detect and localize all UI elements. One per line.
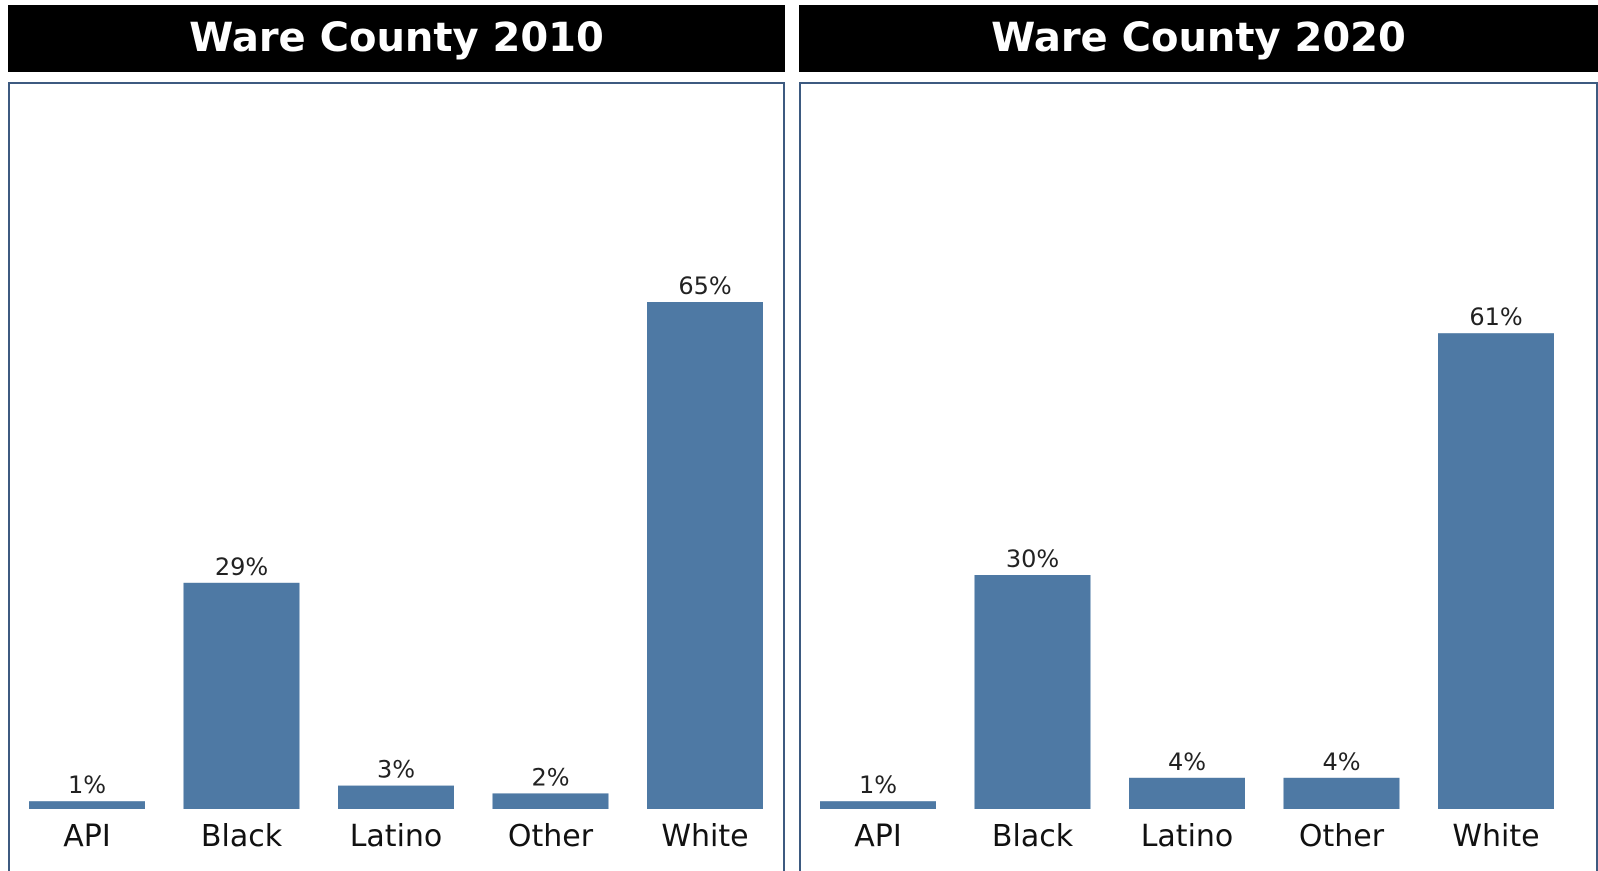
data-label-api: 1% bbox=[68, 771, 106, 799]
data-label-white: 61% bbox=[1469, 303, 1522, 331]
data-label-black: 30% bbox=[1006, 545, 1059, 573]
category-label-api: API bbox=[63, 819, 110, 854]
category-label-black: Black bbox=[992, 819, 1074, 854]
chart-panel-2010: Ware County 2010 1% API 29% Black 3% Latino 2%… bbox=[8, 0, 785, 871]
data-label-api: 1% bbox=[859, 771, 897, 799]
category-label-api: API bbox=[854, 819, 901, 854]
category-label-latino: Latino bbox=[350, 819, 443, 854]
chart-title: Ware County 2020 bbox=[799, 5, 1598, 72]
chart-frame bbox=[799, 82, 1598, 871]
data-label-other: 2% bbox=[531, 763, 569, 791]
bar-latino bbox=[1129, 777, 1245, 809]
data-label-white: 65% bbox=[678, 272, 731, 300]
chart-frame bbox=[8, 82, 785, 871]
data-label-black: 29% bbox=[215, 553, 268, 581]
bar-chart-2010: 1% API 29% Black 3% Latino 2% Other 65% White bbox=[29, 272, 763, 854]
bar-api bbox=[820, 801, 936, 809]
bar-other bbox=[1283, 777, 1400, 809]
category-label-other: Other bbox=[508, 819, 594, 854]
bar-latino bbox=[338, 785, 454, 809]
bar-api bbox=[29, 801, 145, 809]
chart-panel-2020: Ware County 2020 1% API 30% Black 4% Latino 4%… bbox=[799, 0, 1598, 871]
category-label-white: White bbox=[1452, 819, 1539, 854]
bar-white bbox=[647, 302, 763, 809]
category-label-latino: Latino bbox=[1141, 819, 1234, 854]
data-label-other: 4% bbox=[1322, 748, 1360, 776]
category-label-other: Other bbox=[1299, 819, 1385, 854]
category-label-white: White bbox=[661, 819, 748, 854]
bar-other bbox=[492, 793, 609, 809]
chart-title: Ware County 2010 bbox=[8, 5, 785, 72]
data-label-latino: 3% bbox=[377, 756, 415, 784]
category-label-black: Black bbox=[201, 819, 283, 854]
data-label-latino: 4% bbox=[1168, 748, 1206, 776]
bar-black bbox=[183, 582, 300, 809]
bar-white bbox=[1438, 333, 1554, 809]
bar-black bbox=[974, 575, 1091, 809]
bar-chart-2020: 1% API 30% Black 4% Latino 4% Other 61% White bbox=[820, 303, 1554, 854]
